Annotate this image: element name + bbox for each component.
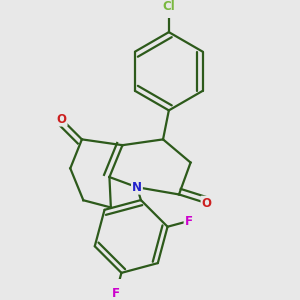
Text: F: F	[184, 214, 193, 228]
Text: N: N	[132, 181, 142, 194]
Text: O: O	[57, 112, 67, 126]
Text: F: F	[112, 287, 120, 300]
Text: Cl: Cl	[163, 0, 175, 13]
Text: O: O	[202, 196, 212, 210]
